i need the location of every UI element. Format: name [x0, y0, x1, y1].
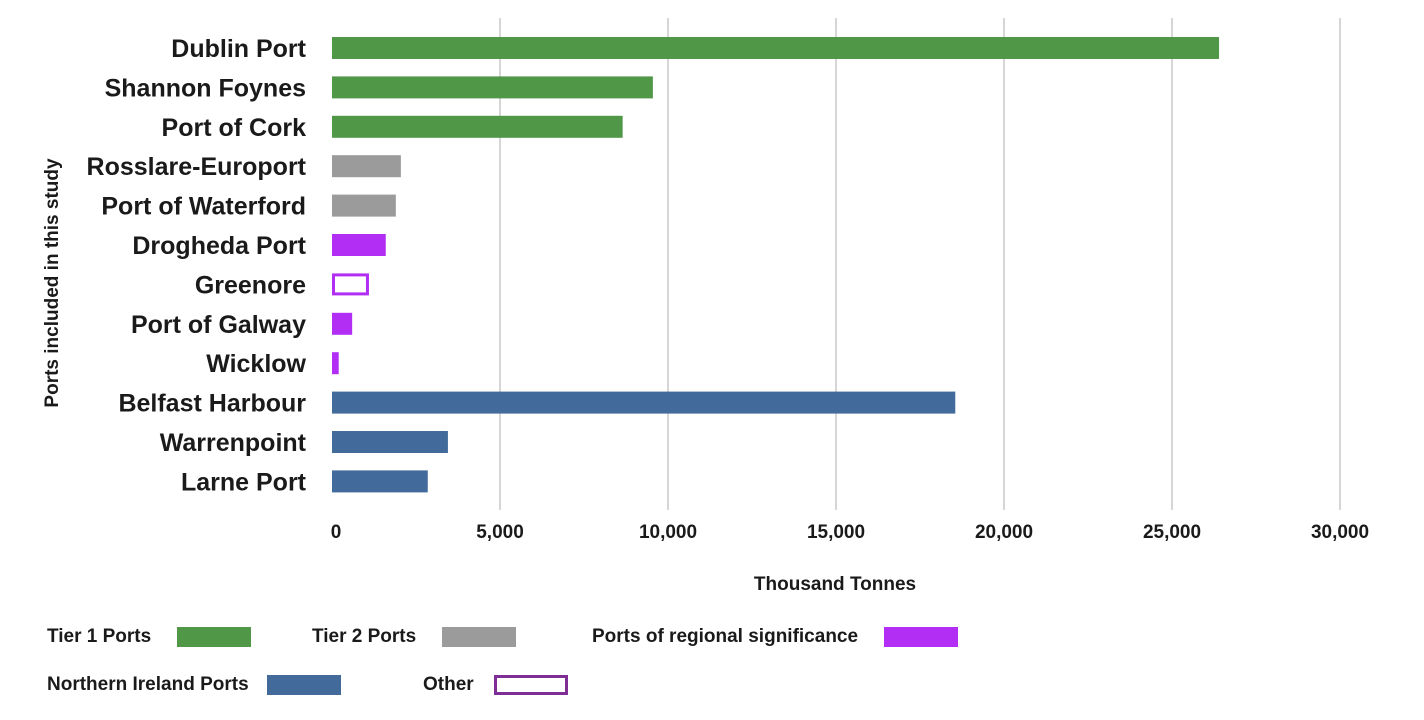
legend-swatch-northern-ireland: [266, 675, 341, 695]
legend-item-northern-ireland: Northern Ireland Ports: [47, 674, 341, 696]
bar-dublin-port: [332, 37, 1220, 59]
category-label-wicklow: Wicklow: [206, 350, 306, 378]
x-axis-title: Thousand Tonnes: [754, 574, 916, 595]
bar-wicklow: [332, 352, 339, 375]
category-label-drogheda-port: Drogheda Port: [132, 232, 306, 260]
bar-belfast-harbour: [332, 391, 956, 414]
bar-shannon-foynes: [332, 76, 653, 99]
legend-label-tier2: Tier 2 Ports: [312, 626, 417, 647]
bar-port-of-galway: [332, 312, 353, 335]
bar-rosslare-europort: [332, 155, 401, 178]
legend-item-tier1: Tier 1 Ports: [47, 626, 252, 648]
category-label-port-of-cork: Port of Cork: [162, 114, 307, 142]
category-label-port-of-galway: Port of Galway: [131, 311, 306, 339]
legend-swatch-regional: [884, 627, 959, 647]
category-label-rosslare-europort: Rosslare-Europort: [87, 153, 307, 181]
grid-lines: [499, 18, 1341, 510]
x-tick-labels: 0 5,000 10,000 15,000 20,000 25,000 30,000: [331, 522, 1369, 543]
bar-warrenpoint: [332, 431, 448, 453]
bar-greenore: [332, 273, 369, 296]
category-label-larne-port: Larne Port: [181, 468, 307, 496]
x-tick-label: 25,000: [1143, 522, 1201, 543]
bar-port-of-cork: [332, 115, 623, 138]
category-label-greenore: Greenore: [195, 271, 306, 299]
category-label-shannon-foynes: Shannon Foynes: [105, 74, 306, 102]
legend-label-regional: Ports of regional significance: [592, 626, 859, 647]
bars: [332, 37, 1220, 493]
legend-label-northern-ireland: Northern Ireland Ports: [47, 674, 249, 695]
y-axis-title: Ports included in this study: [42, 158, 63, 408]
x-tick-label: 15,000: [807, 522, 865, 543]
category-label-dublin-port: Dublin Port: [171, 35, 306, 63]
x-tick-label: 10,000: [639, 522, 697, 543]
legend-swatch-tier2: [442, 627, 517, 647]
x-tick-label: 30,000: [1311, 522, 1369, 543]
category-label-warrenpoint: Warrenpoint: [160, 429, 307, 457]
bar-larne-port: [332, 470, 428, 493]
legend-label-other: Other: [423, 674, 474, 695]
legend-item-other: Other: [423, 674, 568, 696]
legend-item-tier2: Tier 2 Ports: [312, 626, 517, 648]
category-labels: Dublin Port Shannon Foynes Port of Cork Ros…: [87, 35, 307, 496]
category-label-belfast-harbour: Belfast Harbour: [118, 390, 306, 418]
x-tick-label: 5,000: [476, 522, 524, 543]
x-tick-label: 0: [331, 522, 342, 543]
category-label-port-of-waterford: Port of Waterford: [101, 193, 306, 221]
legend-label-tier1: Tier 1 Ports: [47, 626, 152, 647]
legend-item-regional: Ports of regional significance: [592, 626, 959, 648]
legend-swatch-other: [493, 675, 568, 695]
bar-drogheda-port: [332, 234, 386, 256]
bar-port-of-waterford: [332, 194, 396, 217]
x-tick-label: 20,000: [975, 522, 1033, 543]
legend-swatch-tier1: [177, 627, 252, 647]
